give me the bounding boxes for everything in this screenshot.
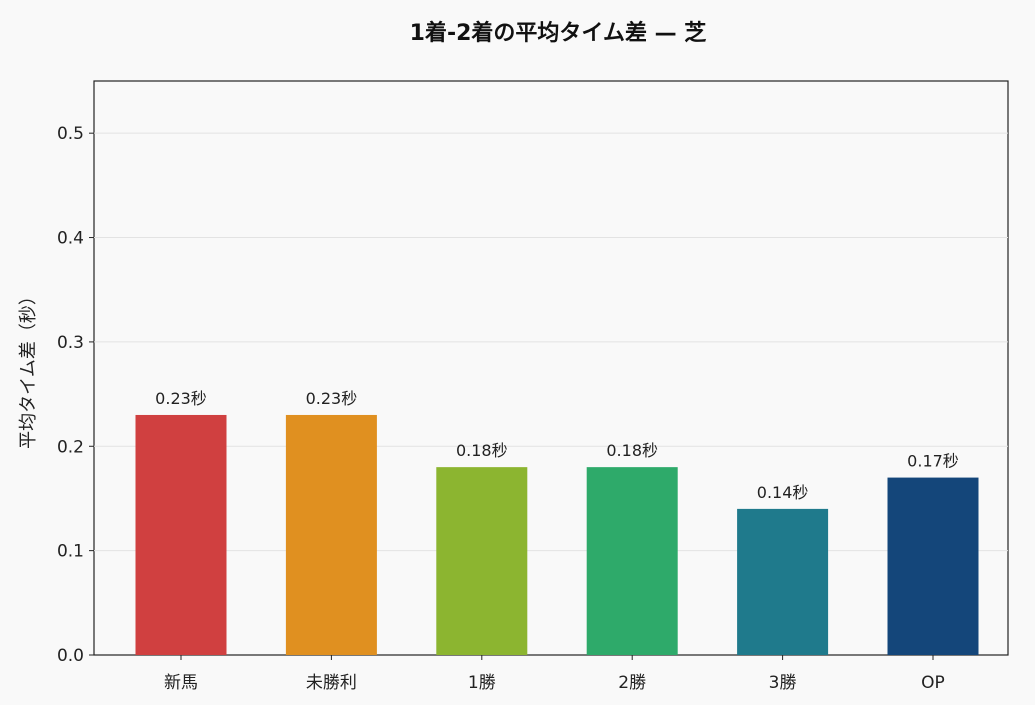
y-tick-label: 0.2 xyxy=(57,437,84,457)
bar-value-label: 0.23秒 xyxy=(155,389,207,408)
bar xyxy=(135,414,227,655)
x-tick-label: 新馬 xyxy=(164,673,198,693)
x-tick-label: OP xyxy=(921,673,945,693)
x-tick-label: 未勝利 xyxy=(306,673,357,693)
bar-value-label: 0.23秒 xyxy=(306,389,358,408)
x-tick-label: 2勝 xyxy=(618,673,646,693)
y-tick-label: 0.3 xyxy=(57,333,84,353)
y-tick-label: 0.4 xyxy=(57,229,84,249)
y-axis-ticks: 0.0 0.1 0.2 0.3 0.4 0.5 xyxy=(57,124,94,666)
y-tick-label: 0.0 xyxy=(57,646,84,666)
bars xyxy=(135,414,979,655)
bar xyxy=(887,477,979,655)
gridlines xyxy=(94,132,1008,552)
bar-value-label: 0.14秒 xyxy=(757,483,809,502)
x-tick-label: 1勝 xyxy=(468,673,496,693)
chart-title: 1着-2着の平均タイム差 — 芝 xyxy=(410,20,707,46)
y-tick-label: 0.5 xyxy=(57,124,84,144)
x-tick-label: 3勝 xyxy=(769,673,797,693)
bar xyxy=(436,467,528,655)
x-axis-ticks: 新馬 未勝利 1勝 2勝 3勝 OP xyxy=(164,655,945,693)
bar xyxy=(586,467,678,655)
data-labels: 0.23秒 0.23秒 0.18秒 0.18秒 0.14秒 0.17秒 xyxy=(155,389,959,502)
bar-value-label: 0.18秒 xyxy=(456,441,508,460)
bar-value-label: 0.18秒 xyxy=(606,441,658,460)
plot-area xyxy=(93,80,1009,656)
y-axis-label: 平均タイム差（秒） xyxy=(18,287,39,449)
bar xyxy=(737,508,829,655)
bar xyxy=(285,414,377,655)
bar-value-label: 0.17秒 xyxy=(907,452,959,471)
y-tick-label: 0.1 xyxy=(57,542,84,562)
